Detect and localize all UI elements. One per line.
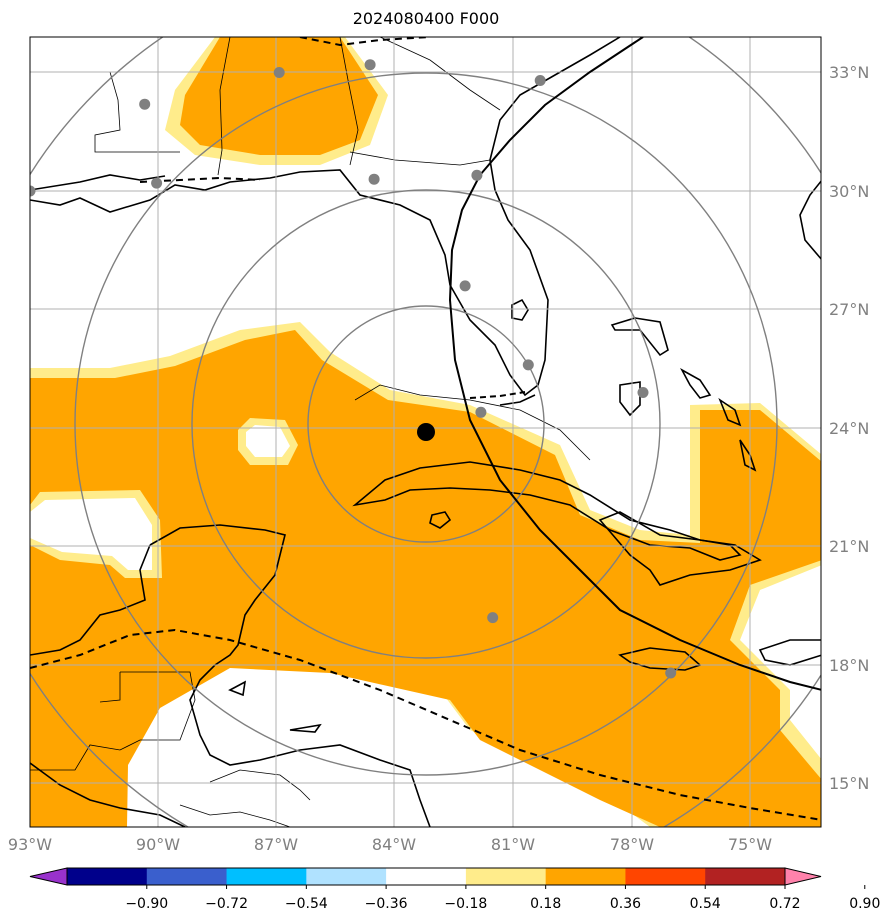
colorbar-tick-label: 0.18 bbox=[530, 896, 561, 912]
station-marker bbox=[534, 75, 546, 86]
colorbar-frame bbox=[66, 867, 786, 886]
lat-tick-label: 24°N bbox=[829, 419, 869, 438]
station-marker bbox=[139, 98, 151, 110]
lat-tick-label: 18°N bbox=[829, 656, 869, 675]
lon-tick-label: 81°W bbox=[491, 835, 535, 854]
lon-tick-label: 90°W bbox=[136, 835, 180, 854]
colorbar-tick-label: 0.36 bbox=[610, 896, 641, 912]
station-marker bbox=[273, 67, 285, 78]
station-marker bbox=[151, 177, 163, 189]
lat-tick-label: 15°N bbox=[829, 774, 869, 793]
storm-center-marker bbox=[417, 423, 435, 441]
plot-frame bbox=[29, 36, 822, 828]
colorbar-segment bbox=[625, 868, 706, 885]
colorbar-tick-label: −0.36 bbox=[365, 896, 408, 912]
lat-tick-label: 30°N bbox=[829, 182, 869, 201]
station-marker bbox=[459, 280, 471, 292]
station-marker bbox=[487, 612, 499, 624]
lon-tick-label: 87°W bbox=[254, 835, 298, 854]
station-marker bbox=[637, 387, 649, 398]
map-plot-area bbox=[30, 37, 821, 827]
contour-lines bbox=[30, 37, 821, 821]
colorbar-segment bbox=[146, 868, 228, 885]
colorbar-tick-label: −0.18 bbox=[444, 896, 487, 912]
lon-tick-label: 84°W bbox=[372, 835, 416, 854]
political-borders bbox=[30, 37, 591, 827]
station-marker bbox=[522, 359, 534, 371]
lon-tick-label: 78°W bbox=[610, 835, 654, 854]
station-marker bbox=[475, 406, 487, 418]
lon-tick-label: 75°W bbox=[728, 835, 772, 854]
coastlines bbox=[30, 37, 821, 827]
colorbar-segment bbox=[306, 868, 387, 885]
colorbar-segment bbox=[705, 868, 786, 885]
lat-tick-label: 21°N bbox=[829, 537, 869, 556]
colorbar-segment bbox=[226, 868, 307, 885]
range-rings bbox=[30, 37, 821, 827]
colorbar: −0.90 −0.72 −0.54 −0.36 −0.18 0.18 0.36 0.54 0.7… bbox=[29, 867, 880, 912]
lat-tick-label: 27°N bbox=[829, 300, 869, 319]
lon-tick-labels: 93°W 90°W 87°W 84°W 81°W 78°W 75°W bbox=[8, 835, 772, 854]
colorbar-segment bbox=[465, 868, 547, 885]
shaded-field-main bbox=[30, 37, 821, 827]
station-marker bbox=[368, 173, 380, 185]
colorbar-segment bbox=[67, 868, 148, 885]
station-markers bbox=[30, 59, 677, 679]
lat-tick-labels: 15°N 18°N 21°N 24°N 27°N 30°N 33°N bbox=[829, 63, 869, 793]
colorbar-tick-label: −0.72 bbox=[205, 896, 248, 912]
colorbar-tick-label: −0.54 bbox=[285, 896, 328, 912]
station-marker bbox=[364, 59, 376, 71]
colorbar-segment bbox=[545, 868, 626, 885]
map-title: 2024080400 F000 bbox=[352, 9, 500, 28]
colorbar-tick-label: 0.54 bbox=[690, 896, 721, 912]
colorbar-extend-high bbox=[784, 867, 822, 886]
lat-tick-label: 33°N bbox=[829, 63, 869, 82]
colorbar-extend-low bbox=[29, 867, 68, 886]
lon-tick-label: 93°W bbox=[8, 835, 52, 854]
station-marker bbox=[471, 169, 483, 181]
colorbar-tick-label: −0.90 bbox=[125, 896, 168, 912]
colorbar-tick-label: 0.72 bbox=[769, 896, 800, 912]
station-marker bbox=[30, 185, 36, 197]
field-holes bbox=[30, 418, 298, 578]
colorbar-tick-label: 0.90 bbox=[849, 896, 880, 912]
colorbar-segment bbox=[386, 868, 467, 885]
station-marker bbox=[665, 667, 677, 679]
